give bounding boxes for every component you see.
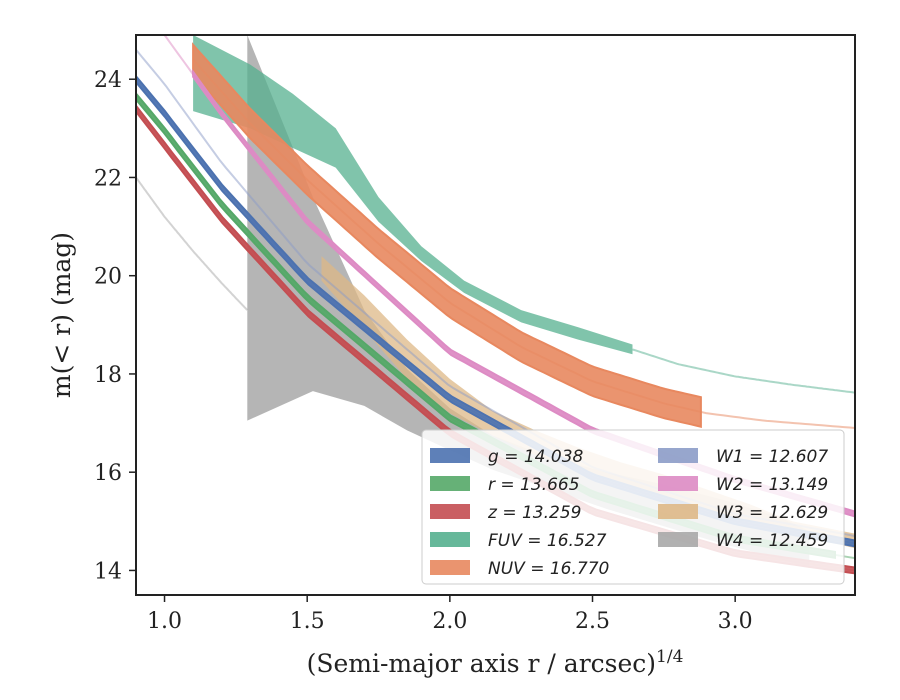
legend-item-g: g = 14.038 (430, 447, 584, 467)
legend-label: W2 = 13.149 (716, 475, 828, 495)
y-tick-label: 20 (94, 265, 122, 290)
x-axis: 1.0 1.5 2.0 2.5 3.0 (147, 595, 753, 634)
curve-fuv (632, 348, 855, 394)
legend-item-r: r = 13.665 (430, 475, 580, 495)
y-axis-label: m(< r) (mag) (47, 232, 76, 398)
legend-label: W1 = 12.607 (716, 447, 828, 467)
legend-label: r = 13.665 (488, 475, 580, 495)
x-axis-label-exponent: 1/4 (656, 647, 683, 667)
legend-swatch (430, 532, 470, 547)
legend-item-w1: W1 = 12.607 (658, 447, 828, 467)
legend-swatch (430, 560, 470, 575)
band-fuv (193, 35, 633, 355)
legend-swatch (658, 448, 698, 463)
legend-swatch (658, 476, 698, 491)
y-tick-label: 24 (94, 68, 122, 93)
legend-frame (421, 429, 845, 585)
band-w2 (192, 68, 855, 518)
x-tick-label: 1.0 (147, 609, 182, 634)
y-tick-label: 14 (94, 559, 122, 584)
legend-swatch (658, 504, 698, 519)
x-axis-label-main: (Semi-major axis r / arcsec) (307, 649, 656, 678)
legend-item-nuv: NUV = 16.770 (430, 559, 609, 579)
y-tick-label: 16 (94, 461, 122, 486)
y-tick-label: 18 (94, 363, 122, 388)
legend-swatch (430, 504, 470, 519)
legend-label: NUV = 16.770 (488, 559, 609, 579)
legend-label: FUV = 16.527 (488, 531, 607, 551)
x-tick-label: 2.0 (432, 609, 467, 634)
legend-item-z: z = 13.259 (430, 503, 581, 523)
legend-label: W3 = 12.629 (716, 503, 828, 523)
plot-frame (135, 34, 856, 596)
band-nuv (192, 42, 702, 428)
legend-item-fuv: FUV = 16.527 (430, 531, 607, 551)
legend-swatch (430, 448, 470, 463)
x-tick-label: 1.5 (290, 609, 325, 634)
y-tick-label: 22 (94, 166, 122, 191)
curve-w4 (136, 176, 249, 311)
x-tick-label: 3.0 (718, 609, 753, 634)
series-nuv (192, 42, 855, 429)
legend-swatch (430, 476, 470, 491)
legend-item-w4: W4 = 12.459 (658, 531, 828, 551)
legend-item-w3: W3 = 12.629 (658, 503, 828, 523)
y-axis: 14 16 18 20 22 24 (94, 68, 136, 584)
legend: g = 14.038 r = 13.665 z = 13.259 FUV = 16.5… (421, 429, 845, 585)
x-axis-label: (Semi-major axis r / arcsec)1/4 (307, 647, 684, 678)
legend-label: z = 13.259 (487, 503, 581, 523)
legend-label: g = 14.038 (488, 447, 584, 467)
legend-label: W4 = 12.459 (716, 531, 828, 551)
x-tick-label: 2.5 (575, 609, 610, 634)
legend-item-w2: W2 = 13.149 (658, 475, 828, 495)
legend-swatch (658, 532, 698, 547)
band-z (136, 104, 855, 575)
band-g (136, 74, 855, 548)
series-fuv (193, 35, 855, 394)
